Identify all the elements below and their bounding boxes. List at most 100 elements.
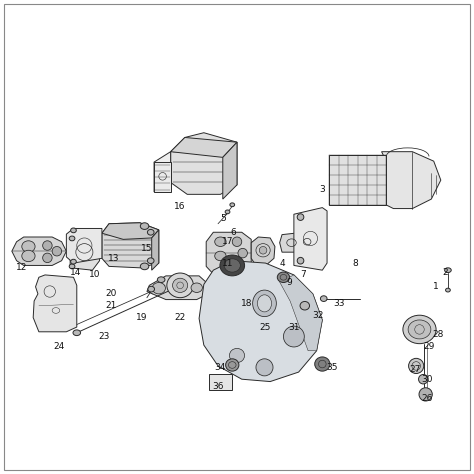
Ellipse shape [140,223,149,229]
Polygon shape [223,142,237,199]
Ellipse shape [232,237,242,246]
Ellipse shape [225,210,230,214]
Ellipse shape [69,264,75,269]
Polygon shape [33,275,77,332]
Text: 9: 9 [286,278,292,286]
Polygon shape [12,237,66,265]
Text: 29: 29 [423,342,435,350]
Polygon shape [199,261,322,382]
Text: 6: 6 [231,228,237,237]
Ellipse shape [419,374,428,384]
Text: 7: 7 [301,271,306,279]
Ellipse shape [300,301,310,310]
Polygon shape [152,230,159,270]
Ellipse shape [43,253,52,263]
Ellipse shape [191,283,202,292]
Polygon shape [377,152,441,209]
Ellipse shape [140,263,149,270]
Ellipse shape [167,273,193,298]
Ellipse shape [253,290,276,317]
Ellipse shape [445,268,451,273]
Ellipse shape [315,357,330,371]
Ellipse shape [446,288,450,292]
Polygon shape [280,275,322,351]
Polygon shape [66,228,102,263]
Ellipse shape [147,258,154,264]
Text: 36: 36 [212,382,224,391]
Ellipse shape [224,259,240,272]
Text: 25: 25 [260,323,271,331]
Text: 30: 30 [421,375,432,383]
Text: 15: 15 [141,245,153,253]
Ellipse shape [238,248,247,258]
Text: 8: 8 [353,259,358,267]
Ellipse shape [157,277,165,283]
Text: 34: 34 [215,363,226,372]
Polygon shape [171,137,237,157]
Ellipse shape [147,229,154,235]
Text: 2: 2 [443,268,448,277]
Text: 24: 24 [54,342,65,350]
Ellipse shape [277,272,290,283]
Polygon shape [294,208,327,270]
Text: 28: 28 [433,330,444,338]
Ellipse shape [226,359,239,371]
Ellipse shape [215,237,226,246]
Bar [329,155,386,205]
Polygon shape [102,223,159,239]
Text: 12: 12 [16,264,27,272]
Polygon shape [171,133,237,194]
Ellipse shape [52,246,62,256]
Text: 33: 33 [333,299,345,308]
Ellipse shape [73,330,81,336]
Text: 4: 4 [279,259,285,267]
Text: 27: 27 [409,365,420,374]
Ellipse shape [71,228,76,233]
Text: 17: 17 [222,237,233,246]
Text: 18: 18 [241,299,252,308]
Text: 31: 31 [288,323,300,331]
Ellipse shape [232,260,242,269]
Text: 35: 35 [326,363,337,372]
Polygon shape [70,235,100,270]
Ellipse shape [259,246,267,254]
Ellipse shape [215,251,226,261]
Ellipse shape [283,326,304,347]
Ellipse shape [43,241,52,250]
Text: 26: 26 [421,394,432,402]
Ellipse shape [230,203,235,207]
Polygon shape [147,276,209,300]
Polygon shape [251,237,275,265]
Ellipse shape [69,236,75,241]
Ellipse shape [148,286,155,292]
Polygon shape [206,232,251,274]
Text: 22: 22 [174,313,186,322]
Ellipse shape [152,283,165,294]
Text: 13: 13 [108,254,119,263]
Ellipse shape [229,348,245,363]
Ellipse shape [256,359,273,376]
Polygon shape [280,232,313,252]
Ellipse shape [220,255,245,276]
Text: 21: 21 [106,301,117,310]
Polygon shape [154,152,171,192]
Bar [209,374,232,390]
Text: 1: 1 [433,283,439,291]
Ellipse shape [403,315,436,344]
Ellipse shape [419,388,432,401]
Ellipse shape [320,296,327,301]
Text: 10: 10 [89,271,100,279]
Text: 23: 23 [99,332,110,341]
Text: 32: 32 [312,311,323,319]
Ellipse shape [409,358,424,374]
Ellipse shape [408,320,431,339]
Ellipse shape [71,259,76,264]
Ellipse shape [297,257,304,264]
Ellipse shape [22,241,35,252]
Text: 20: 20 [106,290,117,298]
Text: 19: 19 [137,313,148,322]
Text: 3: 3 [319,185,325,194]
Polygon shape [102,223,159,268]
Text: 16: 16 [174,202,186,210]
Ellipse shape [22,250,35,262]
